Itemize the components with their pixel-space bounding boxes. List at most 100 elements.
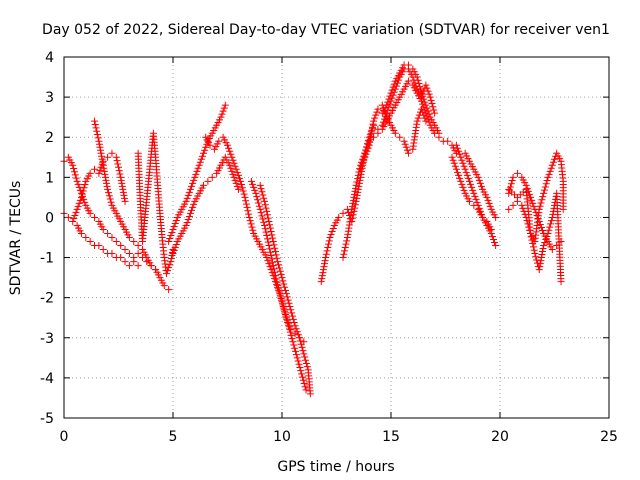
data-point [507,180,515,188]
data-point [91,165,99,173]
data-point [456,174,464,182]
data-point [418,105,426,113]
data-point [263,231,271,239]
data-point [231,176,239,184]
data-point [125,234,133,241]
data-point [229,170,237,178]
data-point [384,98,392,106]
data-point [275,264,283,272]
data-point [290,319,298,327]
y-tick-label: -1 [40,251,54,267]
data-point [529,199,537,207]
data-point [557,278,565,286]
data-point [380,107,388,115]
y-tick-label: 2 [45,130,54,146]
data-point [172,216,180,224]
data-point [99,246,107,254]
data-point [265,242,273,250]
data-point [193,167,201,175]
data-point [189,179,197,187]
data-point [130,238,138,246]
data-point [167,258,175,266]
data-point [476,179,484,187]
data-point [455,171,463,179]
data-point [371,114,379,122]
data-point [487,225,495,233]
data-point [247,177,255,185]
data-point [548,246,556,254]
data-point [418,93,426,101]
data-point [379,104,387,112]
data-point [267,266,275,274]
data-point [152,266,160,274]
data-point [291,330,299,338]
data-point [275,285,283,293]
data-point [119,185,127,193]
data-point [409,73,417,81]
data-point [95,169,103,177]
data-point [93,131,101,139]
data-point [513,169,521,177]
data-point [354,175,362,183]
data-point [426,93,434,101]
data-point [200,149,208,157]
data-point [368,126,376,134]
data-point [538,251,546,259]
data-point [134,242,142,250]
data-point [460,162,468,170]
data-point [274,282,282,290]
data-point [160,282,168,290]
data-point [359,159,367,167]
data-point [230,159,238,167]
data-point [281,286,289,294]
data-point [245,213,253,221]
data-point [294,331,302,339]
data-point [106,195,114,203]
data-point [291,344,299,352]
data-point [94,134,102,142]
data-point [282,314,290,322]
data-point [70,165,78,173]
data-point [339,209,347,217]
data-point [471,192,479,200]
data-point [529,243,537,251]
data-point [528,196,536,204]
data-point [74,202,82,210]
data-point [284,296,292,304]
data-point [227,150,235,158]
data-point [453,144,461,152]
data-point [378,101,386,109]
data-point [229,156,237,164]
data-point [492,213,500,221]
x-axis-label: GPS time / hours [277,459,394,475]
data-point [537,223,545,231]
data-point [388,86,396,94]
data-point [172,241,180,249]
data-point [547,220,555,228]
data-point [428,100,436,108]
data-point [535,266,543,274]
data-point [201,146,209,154]
data-point [422,81,430,89]
data-point [134,250,142,258]
data-point [458,156,466,164]
data-point [169,250,177,258]
data-point [95,242,103,250]
data-point [79,192,87,200]
data-point [115,163,122,171]
data-point [183,194,191,202]
data-point [275,288,283,296]
data-point [350,193,358,201]
data-point [101,170,109,178]
data-point [367,132,375,140]
data-point [430,106,438,114]
data-point [218,110,226,118]
data-point [246,217,254,225]
data-point [239,187,247,195]
data-point [328,227,336,235]
data-point [96,143,104,151]
data-point [69,161,77,169]
data-point [533,256,541,264]
data-point [69,217,77,225]
data-point [261,197,269,205]
